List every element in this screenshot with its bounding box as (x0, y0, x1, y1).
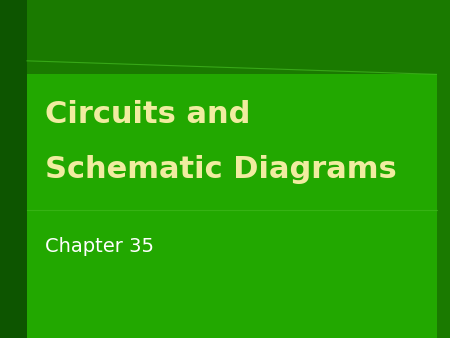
Text: Schematic Diagrams: Schematic Diagrams (45, 154, 397, 184)
FancyBboxPatch shape (27, 74, 436, 338)
Text: Circuits and: Circuits and (45, 100, 250, 129)
FancyBboxPatch shape (0, 0, 27, 338)
Text: Chapter 35: Chapter 35 (45, 237, 154, 256)
